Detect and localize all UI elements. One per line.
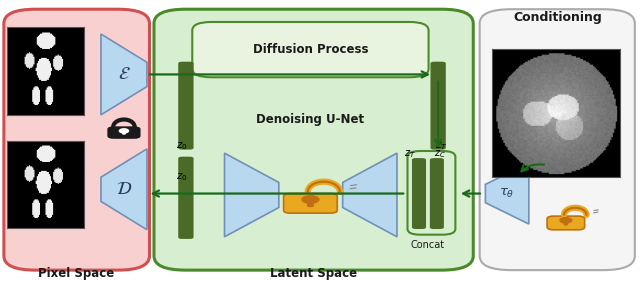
Text: Diffusion Process: Diffusion Process bbox=[253, 43, 368, 56]
FancyBboxPatch shape bbox=[307, 200, 314, 207]
Polygon shape bbox=[101, 34, 147, 115]
Text: $\tau_\theta$: $\tau_\theta$ bbox=[499, 187, 515, 200]
FancyBboxPatch shape bbox=[479, 9, 635, 270]
Polygon shape bbox=[225, 153, 279, 237]
Text: $z_0$: $z_0$ bbox=[176, 140, 188, 152]
Circle shape bbox=[302, 196, 319, 203]
Text: Conditioning: Conditioning bbox=[513, 11, 602, 24]
FancyBboxPatch shape bbox=[192, 22, 429, 77]
Text: Pixel Space: Pixel Space bbox=[38, 267, 114, 280]
Text: $z_T$: $z_T$ bbox=[404, 148, 415, 160]
Polygon shape bbox=[101, 149, 147, 230]
Text: $z_T$: $z_T$ bbox=[435, 140, 447, 152]
Polygon shape bbox=[342, 153, 397, 237]
Text: $\mathcal{D}$: $\mathcal{D}$ bbox=[116, 180, 132, 198]
Text: $z_0$: $z_0$ bbox=[176, 171, 188, 183]
FancyBboxPatch shape bbox=[178, 62, 193, 150]
FancyBboxPatch shape bbox=[547, 216, 585, 230]
Polygon shape bbox=[485, 163, 529, 224]
Text: Denoising U-Net: Denoising U-Net bbox=[257, 113, 365, 126]
Text: Latent Space: Latent Space bbox=[270, 267, 357, 280]
FancyBboxPatch shape bbox=[108, 126, 141, 139]
FancyBboxPatch shape bbox=[431, 62, 446, 150]
FancyBboxPatch shape bbox=[563, 220, 568, 226]
FancyBboxPatch shape bbox=[178, 157, 193, 239]
Text: $z_C$: $z_C$ bbox=[434, 148, 446, 160]
Text: Concat: Concat bbox=[411, 240, 445, 250]
Text: $\mathcal{E}$: $\mathcal{E}$ bbox=[118, 66, 131, 84]
Circle shape bbox=[560, 218, 572, 223]
FancyBboxPatch shape bbox=[284, 194, 337, 213]
FancyBboxPatch shape bbox=[4, 9, 150, 270]
FancyBboxPatch shape bbox=[408, 151, 456, 235]
Circle shape bbox=[119, 129, 129, 133]
FancyBboxPatch shape bbox=[430, 158, 444, 229]
FancyBboxPatch shape bbox=[154, 9, 473, 270]
FancyBboxPatch shape bbox=[412, 158, 426, 229]
FancyBboxPatch shape bbox=[122, 131, 126, 135]
